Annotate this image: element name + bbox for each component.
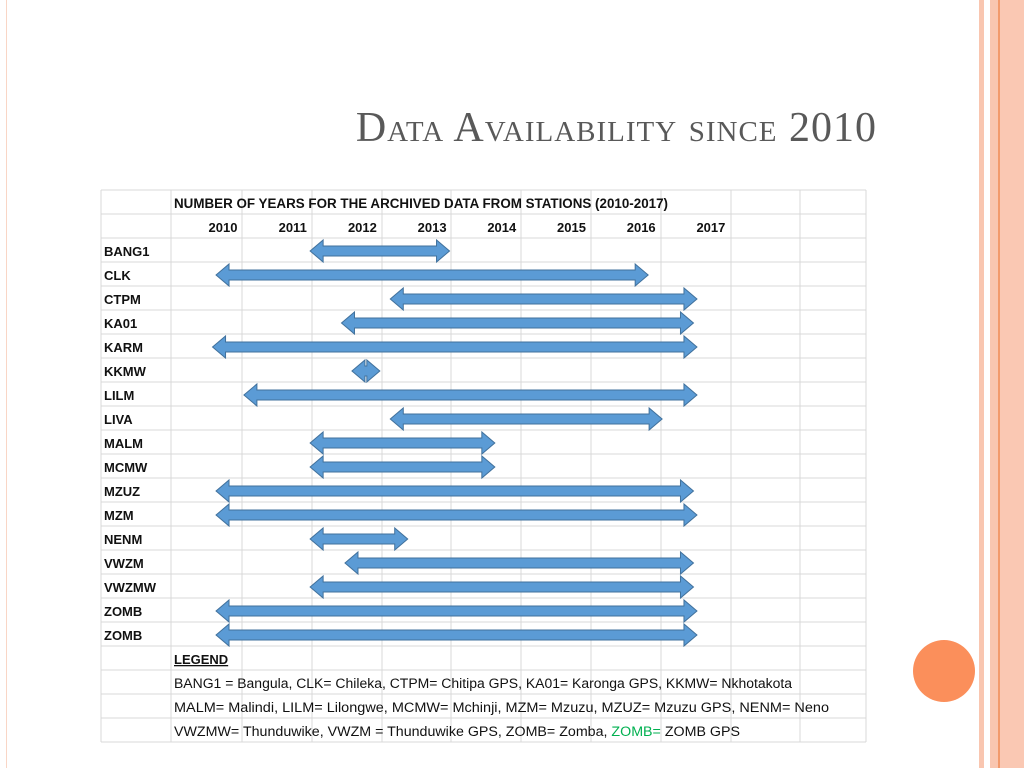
availability-arrow-vwzm [344, 550, 695, 576]
availability-arrow-zomb [215, 598, 698, 624]
decor-stripe [6, 0, 7, 768]
station-label: LIVA [104, 412, 133, 427]
station-label: KKMW [104, 364, 147, 379]
availability-arrow-malm [309, 430, 496, 456]
slide-title: Data Availability since 2010 [355, 105, 877, 151]
availability-arrow-vwzmw [309, 574, 695, 600]
legend-text: BANG1 = Bangula, CLK= Chileka, CTPM= Chi… [174, 676, 793, 691]
decor-stripe [998, 0, 1000, 768]
station-label: MZUZ [104, 484, 140, 499]
year-tick-label: 2013 [418, 220, 447, 235]
station-label: ZOMB [104, 628, 142, 643]
decor-stripe [979, 0, 984, 768]
year-tick-label: 2015 [557, 220, 586, 235]
station-label: VWZM [104, 556, 144, 571]
station-label: NENM [104, 532, 142, 547]
availability-arrow-ctpm [389, 286, 698, 312]
year-tick-label: 2014 [487, 220, 517, 235]
station-label: CLK [104, 268, 131, 283]
year-tick-label: 2016 [627, 220, 656, 235]
station-label: CTPM [104, 292, 141, 307]
availability-arrow-liva [389, 406, 663, 432]
availability-arrow-nenm [309, 526, 409, 552]
availability-arrow-ka01 [340, 310, 695, 336]
availability-arrow-mzm [215, 502, 698, 528]
station-label: BANG1 [104, 244, 150, 259]
legend-line: VWZMW= Thunduwike, VWZM = Thunduwike GPS… [174, 724, 740, 739]
legend-line: MALM= Malindi, LILM= Lilongwe, MCMW= Mch… [174, 700, 829, 715]
availability-arrow-mzuz [215, 478, 695, 504]
station-label: MCMW [104, 460, 148, 475]
year-tick-label: 2012 [348, 220, 377, 235]
legend-text: ZOMB GPS [661, 724, 740, 739]
legend-line: BANG1 = Bangula, CLK= Chileka, CTPM= Chi… [174, 676, 793, 691]
legend-text: MALM= Malindi, LILM= Lilongwe, MCMW= Mch… [174, 700, 829, 715]
availability-arrow-mcmw [309, 454, 496, 480]
availability-arrow-kkmw [351, 358, 381, 384]
availability-arrow-zomb [215, 622, 698, 648]
year-tick-label: 2017 [696, 220, 725, 235]
availability-arrow-bang1 [309, 238, 451, 264]
legend-heading: LEGEND [174, 652, 228, 667]
station-label: LILM [104, 388, 134, 403]
chart-title: NUMBER OF YEARS FOR THE ARCHIVED DATA FR… [174, 196, 668, 211]
availability-arrow-karm [211, 334, 698, 360]
year-tick-label: 2010 [209, 220, 238, 235]
station-label: KA01 [104, 316, 137, 331]
station-label: MZM [104, 508, 134, 523]
year-tick-label: 2011 [279, 220, 307, 235]
decor-stripe [1000, 0, 1024, 768]
station-label: VWZMW [104, 580, 157, 595]
decor-stripe [990, 0, 998, 768]
legend-text: VWZMW= Thunduwike, VWZM = Thunduwike GPS… [174, 724, 611, 739]
availability-arrow-lilm [243, 382, 698, 408]
station-label: MALM [104, 436, 143, 451]
decor-circle [913, 640, 975, 702]
station-label: KARM [104, 340, 143, 355]
availability-arrow-clk [215, 262, 649, 288]
legend-text: ZOMB= [611, 724, 661, 739]
station-label: ZOMB [104, 604, 142, 619]
